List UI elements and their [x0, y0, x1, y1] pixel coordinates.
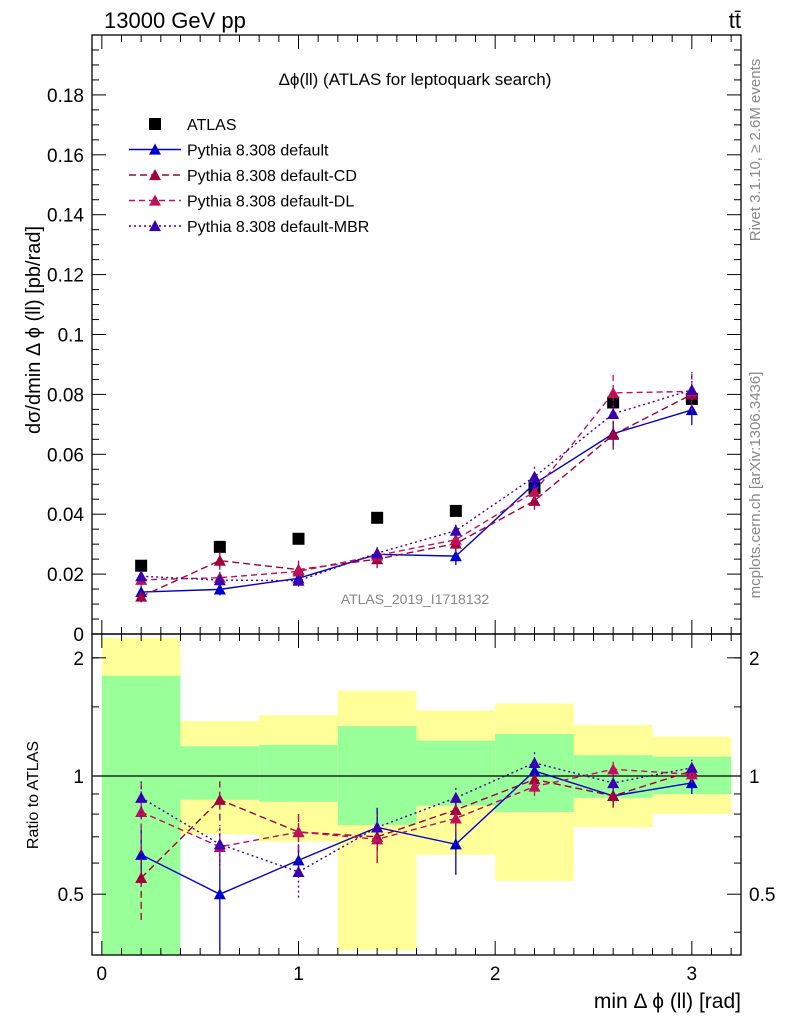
top-atlas-point-3 — [371, 511, 384, 524]
top-ytick-label: 0.12 — [47, 266, 84, 287]
legend-marker-cd — [149, 169, 161, 181]
mcplots-label: mcplots.cern.ch [arXiv:1306.3436] — [747, 372, 764, 599]
xtick-label: 0 — [97, 964, 108, 985]
legend-label-dl: Pythia 8.308 default-DL — [187, 194, 354, 211]
ratio-mbr-point-6 — [607, 776, 620, 789]
top-dl-point-4 — [449, 533, 462, 545]
top-cd-point-0 — [135, 590, 148, 602]
top-ytick-label: 0.02 — [47, 565, 84, 586]
top-ylabel: dσ/dmin Δ ϕ (ll) [pb/rad] — [23, 226, 45, 434]
legend-marker-mbr — [149, 220, 161, 232]
ratio-ytick-label-right: 2 — [749, 649, 760, 670]
top-dl-point-6 — [607, 386, 620, 399]
ratio-default-point-5 — [528, 764, 541, 777]
top-mbr-point-0 — [135, 570, 148, 582]
main-title: Δϕ(ll) (ATLAS for leptoquark search) — [279, 70, 552, 89]
axes: 0 0.02 0.04 0.06 0.08 0.1 0.12 0.14 0.16 0.18 0 1 2 3… — [47, 34, 775, 985]
ratio-mbr-point-0 — [135, 791, 148, 803]
top-mbr-point-6 — [607, 407, 620, 419]
ratio-default-line — [140, 770, 692, 895]
top-atlas-point-0 — [135, 559, 148, 572]
top-default-point-1 — [213, 583, 226, 595]
legend-label-mbr: Pythia 8.308 default-MBR — [187, 219, 369, 236]
xlabel: min Δ ϕ (ll) [rad] — [594, 990, 741, 1013]
top-dl-line — [141, 390, 692, 581]
analysis-watermark: ATLAS_2019_I1718132 — [341, 591, 490, 607]
ratio-mbr-point-4 — [449, 791, 462, 803]
xtick-label: 2 — [490, 964, 501, 985]
ratio-default-point-2 — [292, 854, 305, 866]
top-ytick-label: 0.04 — [47, 505, 84, 526]
top-ytick-label: 0.08 — [47, 385, 84, 406]
xtick-label: 1 — [293, 964, 304, 985]
ratio-ytick-label-right: 1 — [749, 767, 760, 788]
ratio-default-point-0 — [135, 848, 148, 860]
top-mbr-point-3 — [371, 547, 384, 559]
ratio-dl-point-7 — [685, 768, 698, 780]
ratio-ylabel: Ratio to ATLAS — [25, 741, 42, 849]
ratio-dl-point-2 — [292, 826, 305, 838]
ratio-dl-point-5 — [528, 780, 541, 792]
legend-label-data: ATLAS — [187, 117, 237, 134]
ratio-ytick-label: 1 — [73, 767, 84, 788]
top-atlas-point-2 — [292, 532, 305, 545]
top-ytick-label: 0.1 — [58, 326, 84, 347]
legend: ATLAS Pythia 8.308 default Pythia 8.308 de… — [129, 117, 369, 236]
top-ytick-label: 0.06 — [47, 445, 84, 466]
top-default-line — [141, 409, 693, 593]
energy-label: 13000 GeV pp — [104, 8, 246, 33]
ratio-bands — [101, 637, 732, 955]
band-inner-1 — [180, 746, 260, 800]
ratio-default-point-1 — [213, 888, 226, 900]
ratio-mbr-point-5 — [528, 756, 541, 768]
legend-marker-dl — [149, 194, 161, 206]
top-ytick-label: 0.14 — [47, 206, 84, 227]
top-atlas-point-4 — [449, 504, 462, 517]
ratio-cd-point-5 — [528, 773, 541, 785]
ratio-mbr-point-7 — [685, 761, 698, 773]
top-mbr-point-5 — [528, 470, 541, 482]
top-mbr-point-4 — [449, 524, 462, 536]
ratio-mbr-point-1 — [213, 838, 226, 850]
top-cd-point-1 — [213, 554, 226, 566]
ratio-ytick-label: 2 — [73, 649, 84, 670]
ratio-cd-line — [140, 770, 693, 879]
ratio-dl-point-6 — [607, 763, 620, 775]
ratio-mbr-point-2 — [292, 865, 305, 877]
top-default-point-4 — [449, 550, 462, 562]
ratio-cd-point-6 — [607, 789, 620, 801]
legend-label-cd: Pythia 8.308 default-CD — [187, 168, 357, 185]
top-atlas-point-1 — [213, 540, 226, 553]
process-label: tt̄ — [729, 8, 741, 33]
band-inner-2 — [259, 744, 338, 802]
ratio-dl-line — [140, 768, 692, 848]
top-mbr-point-7 — [685, 383, 698, 396]
top-dl-point-2 — [292, 565, 305, 577]
ratio-cd-point-1 — [213, 793, 226, 805]
rivet-label: Rivet 3.1.10, ≥ 2.6M events — [747, 59, 764, 242]
top-mbr-point-1 — [213, 574, 226, 586]
xtick-label: 3 — [687, 964, 698, 985]
top-ytick-label: 0.18 — [47, 86, 84, 107]
legend-label-default: Pythia 8.308 default — [187, 143, 329, 160]
top-ytick-label: 0 — [73, 625, 84, 646]
series — [135, 371, 698, 951]
ratio-ytick-label: 0.5 — [58, 885, 84, 906]
top-mbr-line — [141, 389, 693, 582]
ratio-dl-point-4 — [449, 812, 462, 824]
top-dl-point-5 — [528, 485, 541, 497]
top-mbr-point-2 — [292, 574, 305, 586]
top-ytick-label: 0.16 — [47, 146, 84, 167]
ratio-cd-point-0 — [135, 871, 148, 884]
ratio-mbr-line — [140, 762, 692, 873]
top-cd-line — [140, 393, 693, 598]
legend-marker-atlas — [149, 118, 161, 130]
legend-marker-default — [149, 143, 161, 155]
ratio-ytick-label-right: 0.5 — [749, 885, 775, 906]
ratio-default-point-4 — [449, 838, 462, 850]
ratio-mbr-point-3 — [371, 821, 384, 833]
top-cd-point-6 — [607, 428, 620, 440]
